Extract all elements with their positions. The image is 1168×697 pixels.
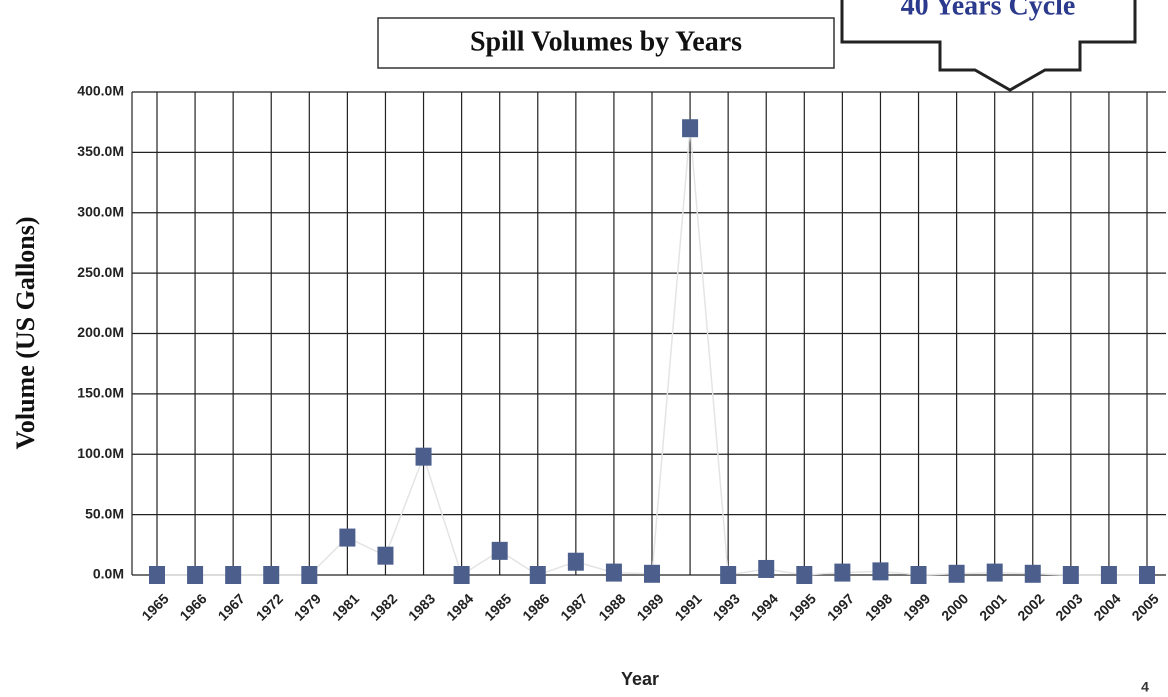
- marker: [644, 564, 660, 583]
- title-box: [377, 17, 835, 69]
- marker: [1139, 566, 1155, 584]
- marker: [567, 552, 584, 571]
- y-tick-label: 0.0M: [93, 566, 124, 582]
- x-tick-label: 1982: [367, 590, 400, 623]
- x-tick-label: 1993: [710, 590, 743, 623]
- callout: [840, 0, 1137, 92]
- y-tick-label: 200.0M: [77, 324, 124, 340]
- marker: [796, 566, 813, 584]
- x-tick-label: 1983: [405, 590, 438, 623]
- marker: [720, 566, 737, 584]
- marker: [758, 559, 775, 578]
- x-tick-label: 2005: [1128, 590, 1161, 623]
- callout-text: 40 Years Cycle: [901, 0, 1076, 21]
- y-tick-label: 100.0M: [77, 445, 124, 461]
- y-tick-label: 300.0M: [77, 203, 124, 219]
- marker: [149, 566, 165, 584]
- marker: [872, 562, 889, 581]
- marker: [339, 528, 356, 547]
- marker: [301, 566, 318, 584]
- marker: [948, 564, 965, 583]
- x-tick-label: 1999: [900, 590, 933, 623]
- x-tick-label: 1989: [633, 590, 666, 623]
- marker: [377, 546, 394, 565]
- marker: [263, 566, 280, 584]
- x-tick-label: 1981: [329, 590, 362, 623]
- x-tick-label: 2000: [938, 590, 971, 623]
- marker: [415, 447, 432, 466]
- marker: [1024, 564, 1041, 583]
- x-tick-label: 1997: [824, 590, 857, 623]
- x-tick-label: 1987: [557, 590, 590, 623]
- chart-title: Spill Volumes by Years: [470, 26, 742, 57]
- x-tick-label: 2003: [1052, 590, 1085, 623]
- x-tick-label: 1994: [748, 590, 781, 623]
- x-tick-label: 1967: [215, 590, 248, 623]
- marker: [834, 563, 851, 582]
- x-axis-label: Year: [621, 669, 659, 689]
- x-tick-label: 1972: [253, 590, 286, 623]
- y-tick-label: 400.0M: [77, 83, 124, 99]
- y-tick-label: 50.0M: [85, 505, 124, 521]
- y-tick-label: 350.0M: [77, 143, 124, 159]
- x-tick-label: 2001: [976, 590, 1009, 623]
- x-tick-label: 2002: [1014, 590, 1047, 623]
- x-tick-label: 1985: [481, 590, 514, 623]
- y-tick-label: 250.0M: [77, 264, 124, 280]
- marker: [605, 563, 622, 582]
- x-tick-label: 1965: [138, 590, 171, 623]
- marker: [491, 541, 508, 560]
- marker: [986, 563, 1003, 582]
- x-tick-label: 1979: [291, 590, 324, 623]
- x-tick-label: 1991: [671, 590, 704, 623]
- marker: [187, 566, 204, 584]
- marker: [682, 119, 699, 138]
- x-tick-label: 1986: [519, 590, 552, 623]
- marker: [453, 566, 470, 584]
- x-tick-label: 1984: [443, 590, 476, 623]
- marker: [1100, 566, 1117, 584]
- y-tick-label: 150.0M: [77, 385, 124, 401]
- marker: [529, 566, 546, 584]
- page-number: 4: [1141, 679, 1149, 695]
- marker: [910, 566, 927, 584]
- y-axis-label: Volume (US Gallons): [11, 216, 40, 449]
- x-tick-label: 1988: [595, 590, 628, 623]
- x-tick-label: 1998: [862, 590, 895, 623]
- marker: [225, 566, 242, 584]
- x-tick-label: 1995: [786, 590, 819, 623]
- x-tick-label: 1966: [176, 590, 209, 623]
- x-tick-label: 2004: [1090, 590, 1123, 623]
- marker: [1062, 566, 1079, 584]
